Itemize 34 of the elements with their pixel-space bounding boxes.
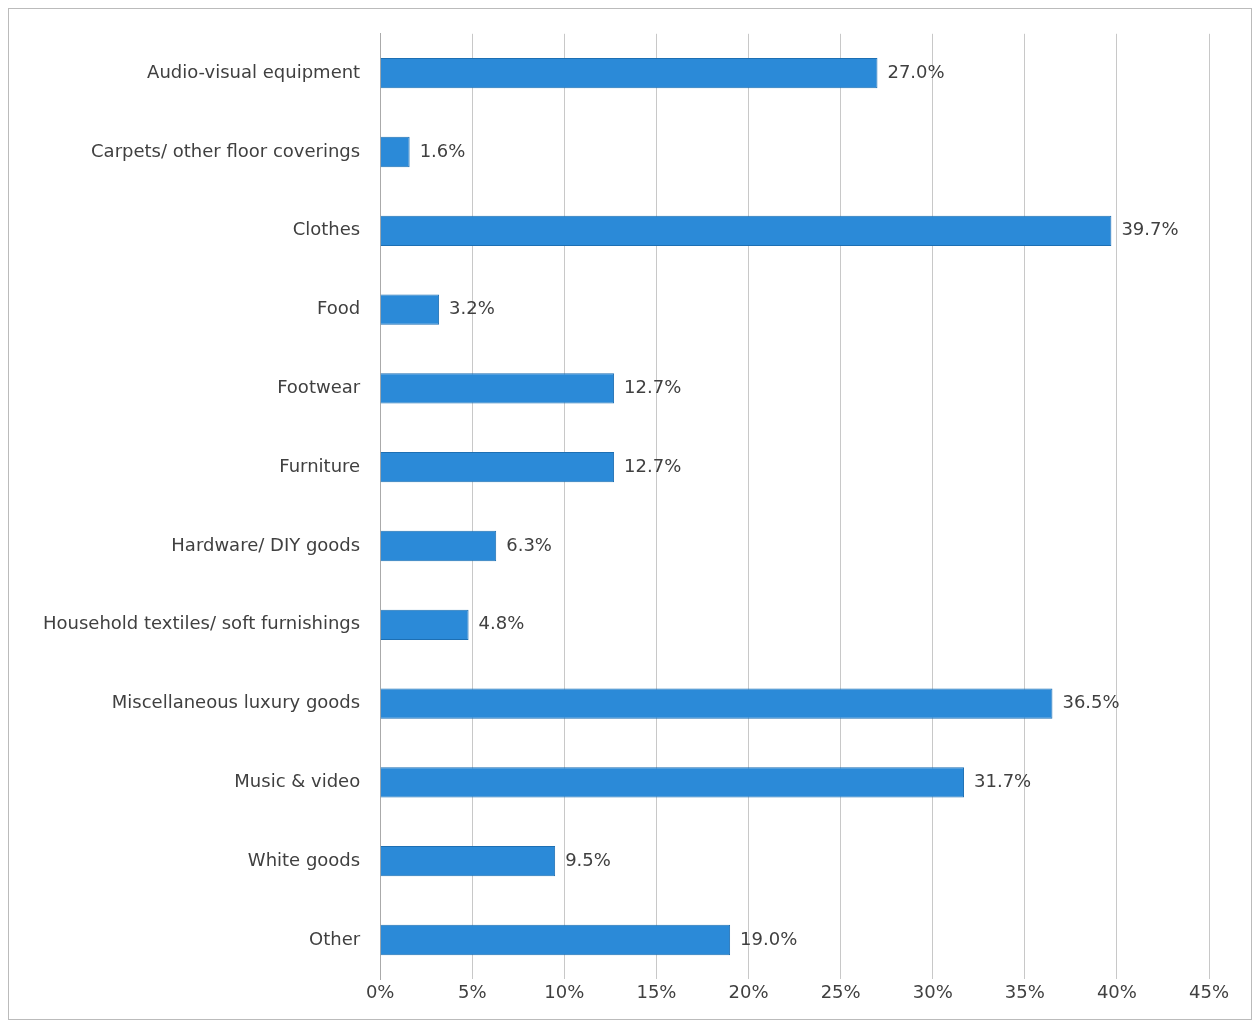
data-label: 4.8% [478, 612, 525, 634]
x-tick-label: 10% [544, 980, 585, 1002]
x-tick-label: 5% [457, 980, 487, 1002]
y-tick-label: Clothes [292, 218, 361, 240]
y-tick-label: Furniture [279, 454, 361, 476]
x-tick-label: 25% [820, 980, 861, 1002]
data-label: 12.7% [624, 376, 682, 398]
y-tick-label: Other [309, 927, 361, 949]
x-tick-label: 0% [365, 980, 395, 1002]
data-label: 9.5% [565, 848, 611, 870]
data-label: 27.0% [887, 60, 945, 82]
x-tick-label: 15% [636, 980, 677, 1002]
data-label: 12.7% [624, 454, 682, 476]
x-tick-label: 20% [728, 980, 769, 1002]
data-label: 6.3% [506, 533, 552, 555]
y-tick-label: Music & video [234, 770, 361, 792]
data-label: 39.7% [1121, 218, 1179, 240]
data-label: 1.6% [419, 139, 466, 161]
y-tick-label: Miscellaneous luxury goods [111, 691, 361, 713]
x-tick-label: 30% [912, 980, 953, 1002]
x-tick-label: 35% [1004, 980, 1045, 1002]
y-tick-label: Household textiles/ soft furnishings [43, 612, 361, 634]
y-tick-label: Food [317, 297, 361, 319]
data-label: 31.7% [974, 770, 1032, 792]
x-tick-label: 40% [1096, 980, 1137, 1002]
y-tick-label: Footwear [277, 376, 361, 398]
y-tick-label: Audio-visual equipment [147, 60, 361, 82]
data-label: 3.2% [449, 297, 495, 319]
y-tick-label: White goods [247, 848, 361, 870]
x-tick-label: 45% [1188, 980, 1230, 1002]
data-label: 19.0% [740, 927, 798, 949]
y-tick-label: Hardware/ DIY goods [171, 533, 361, 555]
y-tick-label: Carpets/ other floor coverings [91, 139, 361, 161]
data-label: 36.5% [1062, 691, 1120, 713]
